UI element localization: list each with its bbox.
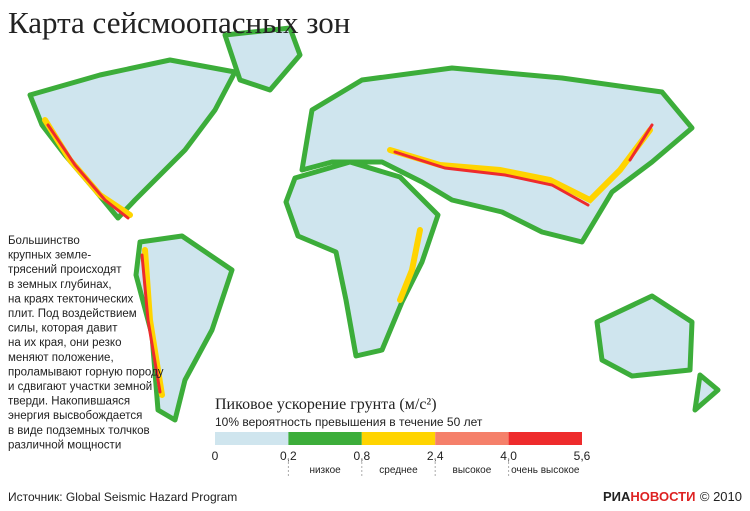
side-text-line: на их края, они резко	[8, 337, 121, 349]
legend-tick-label: 5,6	[574, 449, 591, 463]
side-text-line: тверди. Накопившаяся	[8, 396, 130, 408]
side-text-line: проламывают горную породу	[8, 366, 164, 378]
legend-level-label: среднее	[379, 465, 418, 476]
alpide-belt-red	[393, 123, 654, 207]
new-zealand	[692, 372, 721, 413]
rift-yellow	[397, 227, 423, 303]
side-text-line: крупных земле-	[8, 250, 91, 262]
legend-swatch	[288, 432, 362, 445]
pacific-belt-red	[46, 123, 162, 394]
side-text-line: в виде подземных толчков	[8, 425, 150, 437]
side-text-line: меняют положение,	[8, 352, 114, 364]
side-text: Большинство крупных земле-трясений происх…	[8, 235, 164, 451]
legend-level-label: низкое	[309, 465, 341, 476]
legend-swatch	[508, 432, 582, 445]
legend-subtitle: 10% вероятность превышения в течение 50 …	[215, 415, 483, 429]
copyright: © 2010	[700, 489, 742, 504]
side-text-line: и сдвигают участки земной	[8, 381, 152, 393]
side-text-line: Большинство	[8, 235, 80, 247]
source: Источник: Global Seismic Hazard Program	[8, 490, 237, 504]
africa	[283, 159, 441, 359]
legend-tick-label: 0	[212, 449, 219, 463]
legend-title: Пиковое ускорение грунта (м/с²)	[215, 396, 437, 413]
australia	[594, 293, 695, 379]
side-text-line: энергия высвобождается	[8, 410, 142, 422]
legend-swatch	[361, 432, 436, 445]
logo-ria: РИА	[603, 489, 631, 504]
north-america	[27, 57, 238, 221]
legend-tick-label: 2,4	[427, 449, 444, 463]
legend-level-label: высокое	[453, 465, 492, 476]
side-text-line: плит. Под воздействием	[8, 308, 137, 320]
world-map	[27, 25, 721, 423]
legend: 0 0,2 0,8 2,4 4,0 5,6 низкое среднее высокое очен…	[212, 432, 591, 478]
greenland	[222, 25, 303, 93]
legend-swatch	[435, 432, 509, 445]
side-text-line: на краях тектонических	[8, 293, 134, 305]
legend-tick-label: 0,8	[353, 449, 370, 463]
side-text-line: в земных глубинах,	[8, 279, 112, 291]
title: Карта сейсмоопасных зон	[8, 5, 350, 40]
side-text-line: силы, которая давит	[8, 323, 118, 335]
legend-tick-label: 4,0	[500, 449, 517, 463]
legend-level-label: очень высокое	[511, 465, 580, 476]
side-text-line: различной мощности	[8, 439, 121, 451]
legend-swatch	[215, 432, 289, 445]
legend-tick-label: 0,2	[280, 449, 297, 463]
side-text-line: трясений происходят	[8, 264, 122, 276]
logo-novosti: НОВОСТИ	[630, 489, 695, 504]
logo: РИАНОВОСТИ	[603, 489, 695, 504]
